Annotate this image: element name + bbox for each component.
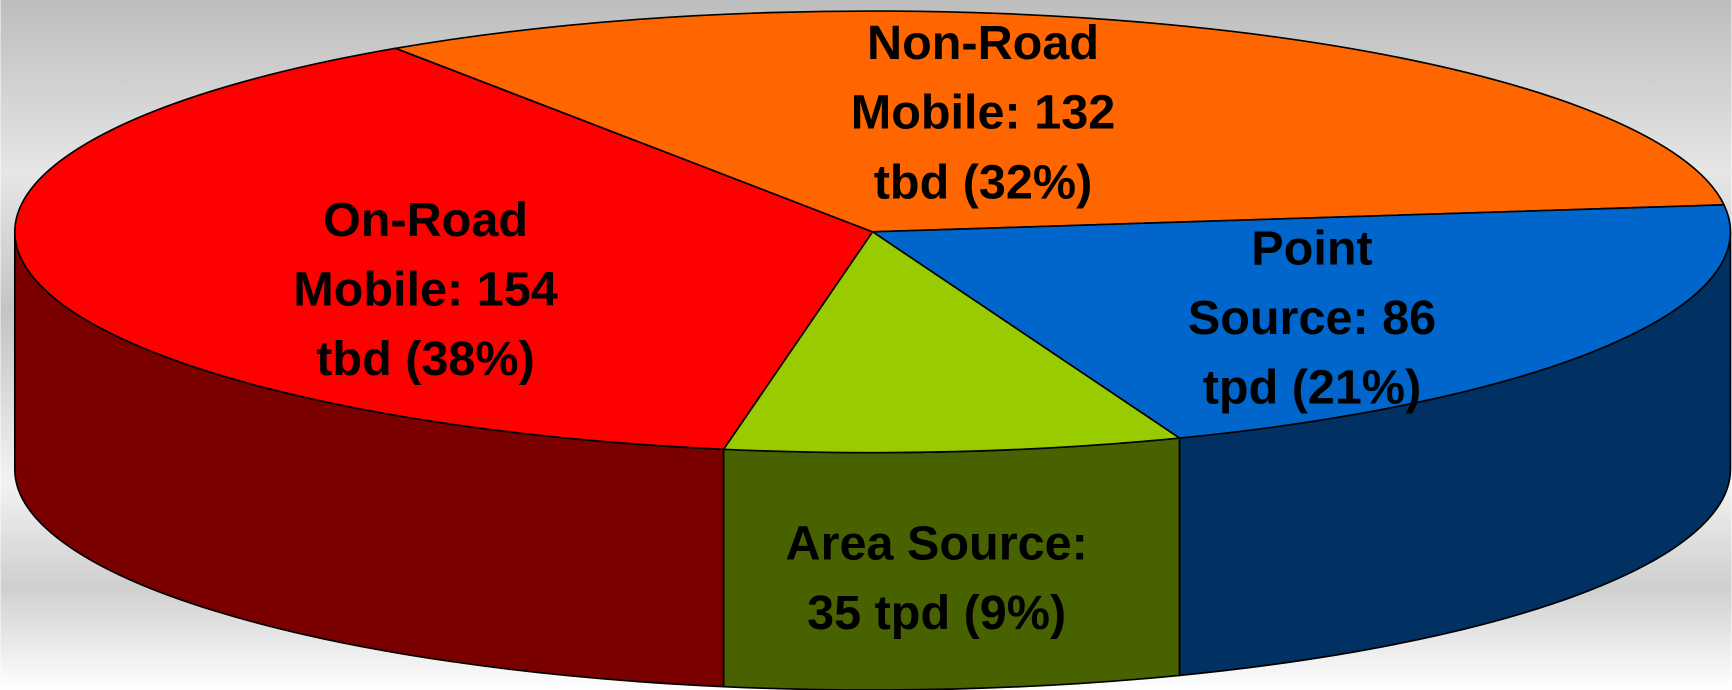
data-label: Non-Road Mobile: 132 tbd (32%) xyxy=(851,16,1115,209)
data-label-line: Source: 86 xyxy=(1188,291,1436,345)
slice xyxy=(870,203,1732,439)
data-label: Point Source: 86 tpd (21%) xyxy=(1188,222,1436,415)
data-label: Area Source: 35 tpd (9%) xyxy=(786,516,1088,640)
slice xyxy=(392,10,1726,233)
data-label: On-Road Mobile: 154 tbd (38%) xyxy=(293,193,557,386)
data-label-line: Area Source: xyxy=(786,516,1088,570)
data-label-line: Non-Road xyxy=(867,16,1099,70)
data-label-line: Point xyxy=(1251,222,1372,276)
slice xyxy=(14,47,874,451)
data-label-line: tbd (38%) xyxy=(316,332,535,386)
data-label-line: Mobile: 154 xyxy=(293,262,557,316)
slice xyxy=(722,230,1182,454)
data-label-line: tbd (32%) xyxy=(874,155,1093,209)
data-label-line: Mobile: 132 xyxy=(851,86,1115,140)
data-label-line: On-Road xyxy=(323,193,528,247)
data-label-line: 35 tpd (9%) xyxy=(807,586,1066,640)
data-label-line: tpd (21%) xyxy=(1203,361,1422,415)
